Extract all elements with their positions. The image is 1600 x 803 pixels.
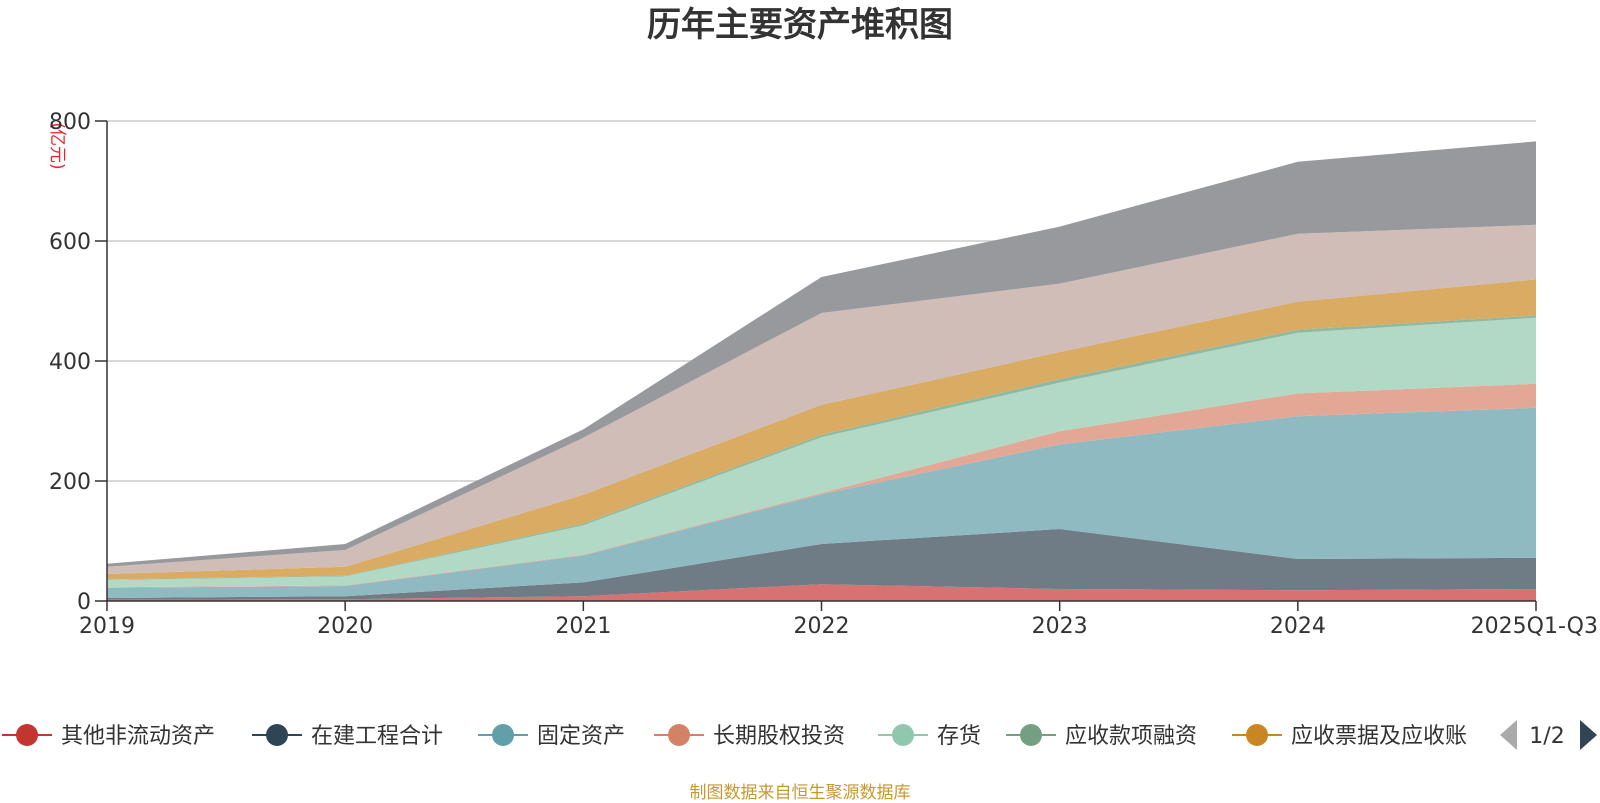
x-tick-label: 2020 bbox=[317, 614, 373, 639]
legend-item[interactable]: 存货 bbox=[878, 724, 981, 749]
legend-marker-icon bbox=[1246, 724, 1268, 746]
legend-next-page-icon[interactable] bbox=[1580, 720, 1597, 750]
y-tick-label: 0 bbox=[77, 590, 91, 615]
area-其他 bbox=[107, 141, 1536, 567]
legend-pager: 1/2 bbox=[1500, 720, 1597, 750]
area-货币资金 bbox=[107, 224, 1536, 575]
legend-prev-page-icon[interactable] bbox=[1500, 720, 1517, 750]
legend-marker-icon bbox=[266, 724, 288, 746]
legend-item[interactable]: 在建工程合计 bbox=[252, 724, 443, 749]
area-存货 bbox=[107, 317, 1536, 588]
legend-item[interactable]: 应收款项融资 bbox=[1006, 724, 1197, 749]
area-series-group bbox=[107, 141, 1536, 601]
legend-item[interactable]: 其他非流动资产 bbox=[2, 724, 215, 749]
legend-page-indicator: 1/2 bbox=[1529, 724, 1564, 749]
legend-label: 应收票据及应收账 bbox=[1291, 724, 1467, 749]
axes bbox=[106, 121, 1537, 611]
legend-marker-icon bbox=[492, 724, 514, 746]
y-axis-unit-label: (亿元) bbox=[47, 122, 67, 169]
area-固定资产 bbox=[107, 407, 1536, 598]
y-tick-label: 800 bbox=[49, 110, 91, 135]
area-长期股权投资 bbox=[107, 383, 1536, 588]
legend-item[interactable]: 长期股权投资 bbox=[654, 724, 845, 749]
legend-marker-icon bbox=[668, 724, 690, 746]
area-其他非流动资产 bbox=[107, 584, 1536, 601]
legend-label: 存货 bbox=[937, 724, 981, 749]
legend-label: 应收款项融资 bbox=[1065, 724, 1197, 749]
legend-marker-icon bbox=[892, 724, 914, 746]
legend-label: 固定资产 bbox=[537, 724, 625, 749]
x-tick-label: 2023 bbox=[1032, 614, 1088, 639]
y-tick-label: 400 bbox=[49, 350, 91, 375]
legend-label: 其他非流动资产 bbox=[61, 724, 215, 749]
area-应收票据及应收账 bbox=[107, 279, 1536, 580]
x-tick-label: 2019 bbox=[79, 614, 135, 639]
y-tick-label: 600 bbox=[49, 230, 91, 255]
legend-label: 长期股权投资 bbox=[713, 724, 845, 749]
y-tick-labels: 0 200 400 600 800 bbox=[49, 110, 91, 615]
x-tick-label: 2025Q1-Q3 bbox=[1471, 614, 1598, 639]
legend-item[interactable]: 固定资产 bbox=[478, 724, 625, 749]
legend: 其他非流动资产 在建工程合计 固定资产 长期股权投资 存货 应收款项融资 应收票据及应收账 bbox=[2, 724, 1467, 749]
data-source-note: 制图数据来自恒生聚源数据库 bbox=[689, 783, 911, 803]
chart-title: 历年主要资产堆积图 bbox=[647, 5, 953, 45]
x-tick-label: 2021 bbox=[555, 614, 611, 639]
legend-item[interactable]: 应收票据及应收账 bbox=[1232, 724, 1467, 749]
y-tick-label: 200 bbox=[49, 470, 91, 495]
legend-marker-icon bbox=[16, 724, 38, 746]
area-在建工程合计 bbox=[107, 529, 1536, 600]
x-tick-label: 2024 bbox=[1270, 614, 1326, 639]
x-tick-labels: 2019 2020 2021 2022 2023 2024 2025Q1-Q3 bbox=[79, 614, 1598, 639]
legend-marker-icon bbox=[1020, 724, 1042, 746]
legend-label: 在建工程合计 bbox=[311, 724, 443, 749]
x-tick-label: 2022 bbox=[794, 614, 850, 639]
